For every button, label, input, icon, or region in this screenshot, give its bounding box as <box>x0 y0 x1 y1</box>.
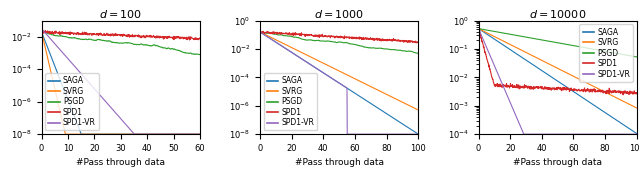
X-axis label: #Pass through data: #Pass through data <box>76 158 165 167</box>
Title: $d = 10000$: $d = 10000$ <box>529 8 586 20</box>
X-axis label: #Pass through data: #Pass through data <box>513 158 602 167</box>
Legend: SAGA, SVRG, PSGD, SPD1, SPD1-VR: SAGA, SVRG, PSGD, SPD1, SPD1-VR <box>579 24 633 82</box>
Legend: SAGA, SVRG, PSGD, SPD1, SPD1-VR: SAGA, SVRG, PSGD, SPD1, SPD1-VR <box>264 73 317 130</box>
Title: $d = 100$: $d = 100$ <box>99 8 142 20</box>
Legend: SAGA, SVRG, PSGD, SPD1, SPD1-VR: SAGA, SVRG, PSGD, SPD1, SPD1-VR <box>45 73 99 130</box>
X-axis label: #Pass through data: #Pass through data <box>294 158 384 167</box>
Title: $d = 1000$: $d = 1000$ <box>314 8 364 20</box>
